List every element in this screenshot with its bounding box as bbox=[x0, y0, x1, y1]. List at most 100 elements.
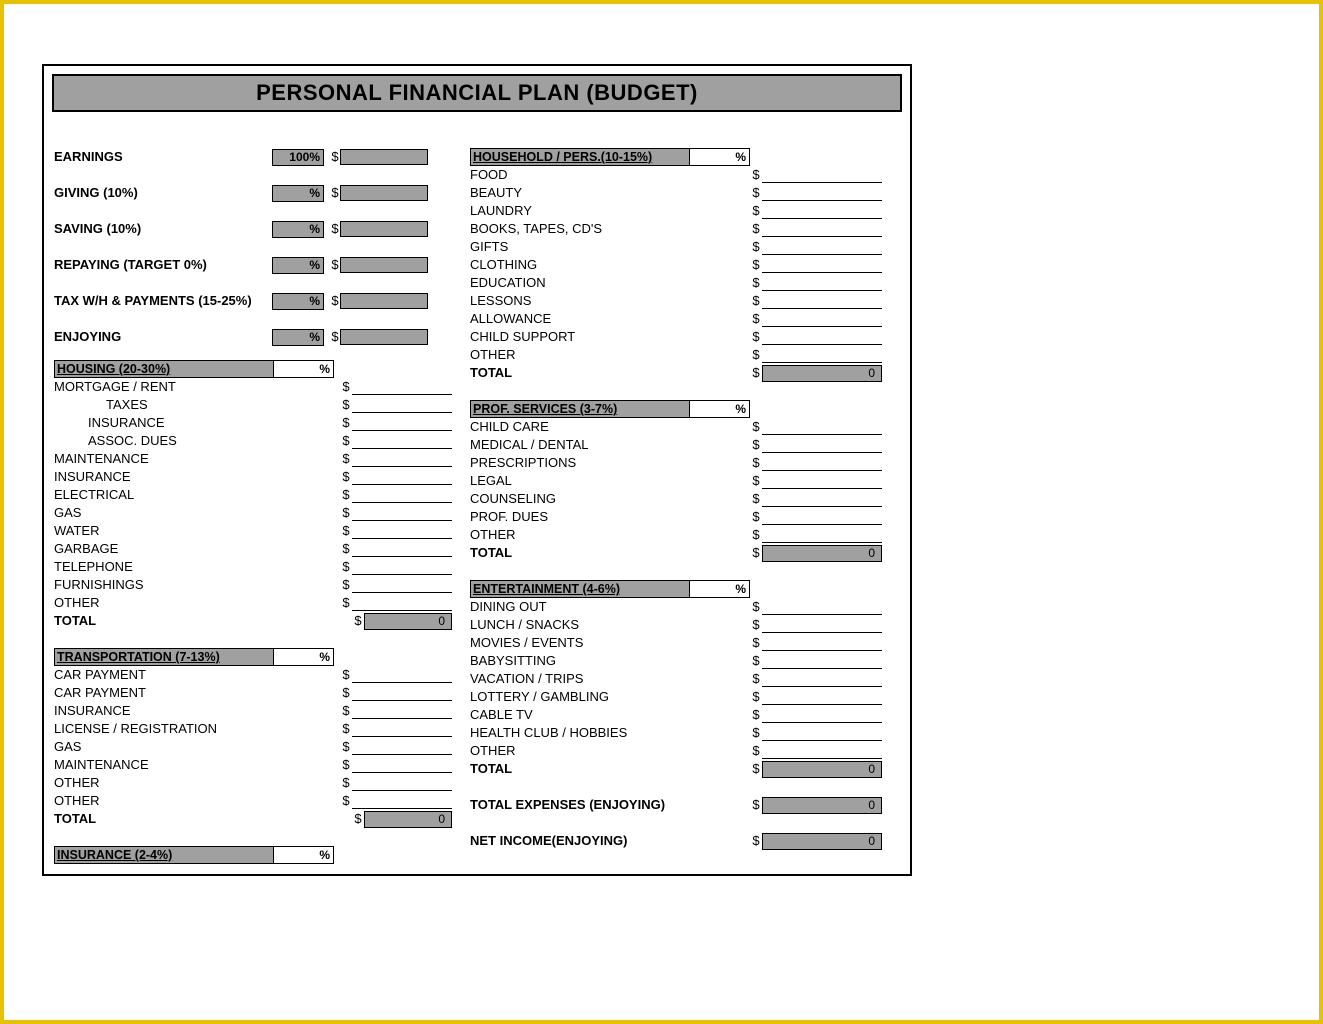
dollar-sign: $ bbox=[750, 706, 762, 724]
line-item: VACATION / TRIPS$ bbox=[470, 670, 900, 688]
earnings-pct-box: % bbox=[272, 257, 324, 274]
item-label: COUNSELING bbox=[470, 490, 750, 508]
dollar-sign: $ bbox=[750, 472, 762, 490]
amount-cell: $ bbox=[750, 310, 890, 328]
entertainment-items: DINING OUT$LUNCH / SNACKS$MOVIES / EVENT… bbox=[470, 598, 900, 760]
amount-line bbox=[352, 775, 452, 791]
earnings-pct-box: % bbox=[272, 221, 324, 238]
item-label: MOVIES / EVENTS bbox=[470, 634, 750, 652]
amount-line bbox=[762, 221, 882, 237]
line-item: BOOKS, TAPES, CD'S$ bbox=[470, 220, 900, 238]
item-label: FURNISHINGS bbox=[54, 576, 340, 594]
amount-line bbox=[762, 653, 882, 669]
household-header-label: HOUSEHOLD / PERS.(10-15%) bbox=[471, 148, 689, 166]
line-item: MEDICAL / DENTAL$ bbox=[470, 436, 900, 454]
line-item: GAS$ bbox=[54, 738, 452, 756]
item-label: BOOKS, TAPES, CD'S bbox=[470, 220, 750, 238]
dollar-sign: $ bbox=[340, 486, 352, 504]
item-label: TAXES bbox=[54, 396, 340, 414]
household-total-row: TOTAL $ 0 bbox=[470, 364, 900, 382]
amount-line bbox=[762, 473, 882, 489]
earnings-label: EARNINGS bbox=[54, 148, 272, 166]
entertainment-total-row: TOTAL $ 0 bbox=[470, 760, 900, 778]
item-label: LICENSE / REGISTRATION bbox=[54, 720, 340, 738]
amount-line bbox=[762, 167, 882, 183]
amount-line bbox=[762, 239, 882, 255]
amount-line bbox=[352, 487, 452, 503]
line-item: OTHER$ bbox=[470, 742, 900, 760]
amount-cell: $ bbox=[750, 616, 890, 634]
housing-total-box: 0 bbox=[364, 613, 452, 630]
dollar-sign: $ bbox=[750, 238, 762, 256]
earnings-pct-box: 100% bbox=[272, 149, 324, 166]
amount-line bbox=[762, 491, 882, 507]
amount-cell: $ bbox=[750, 670, 890, 688]
line-item: GARBAGE$ bbox=[54, 540, 452, 558]
amount-line bbox=[762, 617, 882, 633]
dollar-sign: $ bbox=[750, 292, 762, 310]
outer-frame: PERSONAL FINANCIAL PLAN (BUDGET) EARNING… bbox=[0, 0, 1323, 1024]
item-label: CHILD CARE bbox=[470, 418, 750, 436]
item-label: OTHER bbox=[54, 774, 340, 792]
total-expenses-row: TOTAL EXPENSES (ENJOYING) $ 0 bbox=[470, 796, 900, 814]
amount-line bbox=[762, 329, 882, 345]
item-label: INSURANCE bbox=[54, 702, 340, 720]
amount-cell: $ bbox=[750, 418, 890, 436]
net-income-label: NET INCOME(ENJOYING) bbox=[470, 832, 750, 850]
dollar-sign: $ bbox=[750, 328, 762, 346]
item-label: LESSONS bbox=[470, 292, 750, 310]
net-income-row: NET INCOME(ENJOYING) $ 0 bbox=[470, 832, 900, 850]
item-label: LUNCH / SNACKS bbox=[470, 616, 750, 634]
amount-cell: $ bbox=[750, 346, 890, 364]
amount-cell: $ bbox=[750, 220, 890, 238]
item-label: CHILD SUPPORT bbox=[470, 328, 750, 346]
amount-line bbox=[352, 379, 452, 395]
earnings-label: REPAYING (TARGET 0%) bbox=[54, 256, 272, 274]
amount-line bbox=[762, 257, 882, 273]
item-label: TELEPHONE bbox=[54, 558, 340, 576]
dollar-sign: $ bbox=[330, 256, 340, 274]
line-item: LUNCH / SNACKS$ bbox=[470, 616, 900, 634]
dollar-sign: $ bbox=[340, 720, 352, 738]
item-label: CAR PAYMENT bbox=[54, 684, 340, 702]
amount-cell: $ bbox=[750, 634, 890, 652]
housing-total-label: TOTAL bbox=[54, 612, 352, 630]
earnings-row: TAX W/H & PAYMENTS (15-25%)%$ bbox=[54, 292, 452, 310]
dollar-sign: $ bbox=[750, 364, 762, 382]
amount-cell: $ bbox=[750, 472, 890, 490]
amount-line bbox=[352, 703, 452, 719]
item-label: ALLOWANCE bbox=[470, 310, 750, 328]
item-label: DINING OUT bbox=[470, 598, 750, 616]
household-header-row: HOUSEHOLD / PERS.(10-15%) % bbox=[470, 148, 900, 166]
transportation-header: TRANSPORTATION (7-13%) % bbox=[54, 648, 334, 666]
item-label: INSURANCE bbox=[54, 414, 340, 432]
amount-cell: $ bbox=[750, 238, 890, 256]
line-item: MAINTENANCE$ bbox=[54, 756, 452, 774]
item-label: GAS bbox=[54, 504, 340, 522]
line-item: HEALTH CLUB / HOBBIES$ bbox=[470, 724, 900, 742]
dollar-sign: $ bbox=[750, 274, 762, 292]
item-label: EDUCATION bbox=[470, 274, 750, 292]
amount-cell: $ bbox=[750, 508, 890, 526]
dollar-sign: $ bbox=[750, 688, 762, 706]
amount-cell: $ bbox=[750, 490, 890, 508]
earnings-amount-box bbox=[340, 257, 428, 273]
dollar-sign: $ bbox=[340, 702, 352, 720]
dollar-sign: $ bbox=[340, 378, 352, 396]
dollar-sign: $ bbox=[750, 436, 762, 454]
dollar-sign: $ bbox=[340, 504, 352, 522]
dollar-sign: $ bbox=[330, 328, 340, 346]
dollar-sign: $ bbox=[750, 832, 762, 850]
earnings-amount-box bbox=[340, 329, 428, 345]
line-item: EDUCATION$ bbox=[470, 274, 900, 292]
amount-cell: $ bbox=[750, 724, 890, 742]
household-header: HOUSEHOLD / PERS.(10-15%) % bbox=[470, 148, 750, 166]
amount-line bbox=[352, 595, 452, 611]
line-item: CHILD SUPPORT$ bbox=[470, 328, 900, 346]
item-label: OTHER bbox=[54, 792, 340, 810]
line-item: PROF. DUES$ bbox=[470, 508, 900, 526]
dollar-sign: $ bbox=[340, 396, 352, 414]
dollar-sign: $ bbox=[330, 184, 340, 202]
amount-line bbox=[762, 689, 882, 705]
net-income-box: 0 bbox=[762, 833, 882, 850]
